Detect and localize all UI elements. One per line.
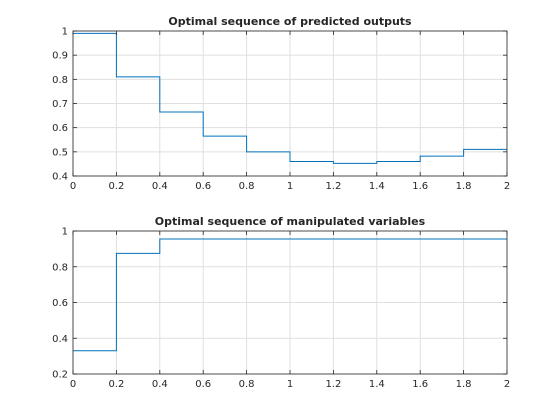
x-tick-label: 1.8 [456, 379, 472, 390]
x-tick-label: 0.2 [108, 181, 124, 192]
x-tick-label: 1.8 [456, 181, 472, 192]
x-tick-label: 0.6 [195, 181, 211, 192]
y-tick-label: 0.8 [52, 262, 68, 273]
x-tick-label: 0.6 [195, 379, 211, 390]
y-tick-label: 0.6 [52, 123, 68, 134]
x-tick-label: 1 [287, 181, 293, 192]
y-tick-label: 0.2 [52, 370, 68, 381]
y-tick-label: 1 [62, 27, 68, 38]
y-tick-label: 0.9 [52, 51, 68, 62]
x-tick-label: 2 [504, 181, 510, 192]
x-tick-label: 2 [504, 379, 510, 390]
y-tick-label: 0.8 [52, 75, 68, 86]
x-tick-label: 1.2 [325, 181, 341, 192]
series-line [73, 32, 507, 164]
y-tick-label: 0.4 [52, 172, 68, 183]
x-tick-label: 1.6 [412, 379, 428, 390]
series-line [73, 238, 507, 352]
x-tick-label: 0.8 [239, 379, 255, 390]
x-tick-label: 1.4 [369, 181, 385, 192]
x-tick-label: 1.2 [325, 379, 341, 390]
y-tick-label: 0.5 [52, 147, 68, 158]
y-tick-label: 1 [62, 227, 68, 238]
x-tick-label: 0 [70, 181, 76, 192]
x-tick-label: 1.6 [412, 181, 428, 192]
x-tick-label: 0.2 [108, 379, 124, 390]
x-tick-label: 0.4 [152, 379, 168, 390]
predicted-outputs-plot: 0 0.2 0.4 0.6 0.8 1 1.2 1.4 1.6 1.8 2 0.4 0.5 0.6 0.7 0… [52, 15, 510, 192]
x-tick-label: 1 [287, 379, 293, 390]
x-tick-label: 0.4 [152, 181, 168, 192]
manipulated-variables-plot: 0 0.2 0.4 0.6 0.8 1 1.2 1.4 1.6 1.8 20.20.40.60.81… [52, 215, 510, 390]
x-tick-label: 0.8 [239, 181, 255, 192]
chart-title: Optimal sequence of predicted outputs [168, 15, 412, 28]
chart-title: Optimal sequence of manipulated variable… [155, 215, 426, 228]
y-tick-label: 0.6 [52, 298, 68, 309]
x-tick-label: 0 [70, 379, 76, 390]
y-tick-label: 0.7 [52, 99, 68, 110]
y-tick-label: 0.4 [52, 334, 68, 345]
x-tick-label: 1.4 [369, 379, 385, 390]
